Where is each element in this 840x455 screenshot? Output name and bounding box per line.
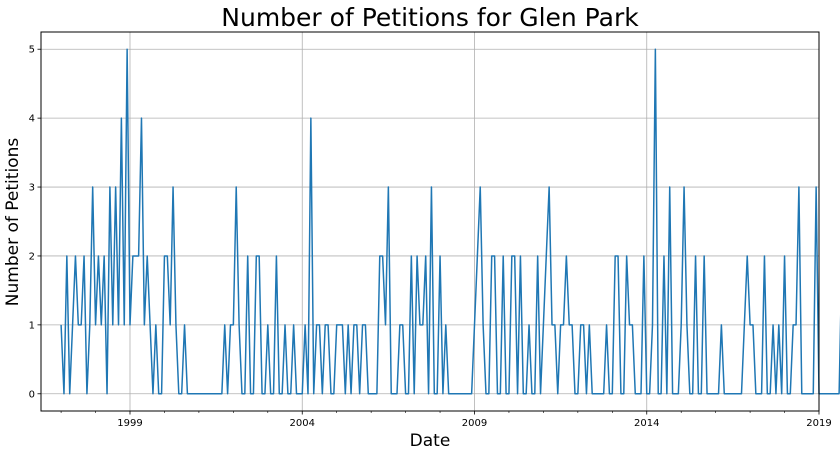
y-axis-label: Number of Petitions (3, 138, 23, 307)
x-tick-label: 2009 (462, 418, 487, 429)
y-tick-label: 0 (29, 389, 35, 400)
y-tick-label: 5 (29, 45, 35, 56)
series-line (60, 48, 840, 395)
series-layer (60, 48, 840, 395)
chart-title: Number of Petitions for Glen Park (221, 3, 639, 32)
x-axis: 1999 2004 2009 2014 2019 (60, 411, 832, 429)
x-tick-label: 2004 (290, 418, 315, 429)
x-tick-label: 2014 (634, 418, 659, 429)
y-tick-label: 2 (29, 251, 35, 262)
y-tick-label: 3 (29, 183, 35, 194)
x-tick-label: 2019 (806, 418, 831, 429)
y-axis: 0 1 2 3 4 5 (29, 45, 41, 400)
y-tick-label: 1 (29, 320, 35, 331)
plot-frame (40, 31, 820, 412)
y-tick-label: 4 (29, 114, 35, 125)
x-axis-label: Date (410, 431, 451, 451)
x-tick-label: 1999 (117, 418, 142, 429)
